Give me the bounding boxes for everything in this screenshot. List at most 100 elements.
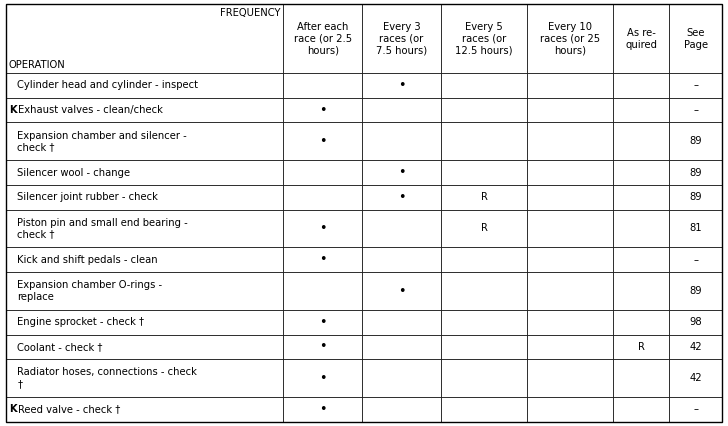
Text: Expansion chamber O-rings -
replace: Expansion chamber O-rings - replace [17,280,162,302]
Bar [362,98,441,122]
Bar [6,73,283,98]
Bar [441,272,527,310]
Bar [669,98,722,122]
Text: –: – [693,404,698,414]
Text: •: • [397,166,405,179]
Bar [669,122,722,160]
Bar [527,397,613,422]
Bar [613,73,669,98]
Bar [669,160,722,185]
Text: Reed valve - check †: Reed valve - check † [18,404,121,414]
Text: Silencer joint rubber - check: Silencer joint rubber - check [17,192,159,202]
Bar [613,310,669,334]
Text: Exhaust valves - clean/check: Exhaust valves - clean/check [18,105,163,115]
Text: Every 3
races (or
7.5 hours): Every 3 races (or 7.5 hours) [376,22,427,55]
Bar [527,4,613,73]
Text: 89: 89 [689,167,702,178]
Bar [362,4,441,73]
Bar [362,210,441,248]
Bar [362,310,441,334]
Text: 42: 42 [689,342,702,352]
Bar [283,334,362,359]
Bar [669,73,722,98]
Text: R: R [638,342,644,352]
Text: Radiator hoses, connections - check
†: Radiator hoses, connections - check † [17,367,197,389]
Text: •: • [397,191,405,204]
Text: –: – [693,255,698,265]
Bar [441,359,527,397]
Bar [441,334,527,359]
Bar [527,359,613,397]
Bar [613,334,669,359]
Text: Every 10
races (or 25
hours): Every 10 races (or 25 hours) [540,22,600,55]
Bar [362,397,441,422]
Bar [613,272,669,310]
Bar [362,185,441,210]
Bar [527,122,613,160]
Bar [6,185,283,210]
Text: OPERATION: OPERATION [9,60,66,70]
Text: See
Page: See Page [684,28,708,49]
Bar [362,122,441,160]
Text: Every 5
races (or
12.5 hours): Every 5 races (or 12.5 hours) [455,22,513,55]
Bar [362,248,441,272]
Bar [613,210,669,248]
Bar [283,359,362,397]
Bar [362,359,441,397]
Bar [6,4,283,73]
Bar [362,272,441,310]
Bar [527,185,613,210]
Text: Cylinder head and cylinder - inspect: Cylinder head and cylinder - inspect [17,81,199,90]
Text: Coolant - check †: Coolant - check † [17,342,103,352]
Bar [613,122,669,160]
Text: •: • [319,104,327,117]
Bar [669,248,722,272]
Bar [441,248,527,272]
Text: Engine sprocket - check †: Engine sprocket - check † [17,317,145,327]
Text: •: • [319,253,327,266]
Bar [6,210,283,248]
Bar [283,160,362,185]
Bar [441,98,527,122]
Text: Expansion chamber and silencer -
check †: Expansion chamber and silencer - check † [17,130,187,152]
Bar [613,359,669,397]
Bar [613,160,669,185]
Text: 89: 89 [689,192,702,202]
Bar [6,359,283,397]
Bar [6,248,283,272]
Text: •: • [319,316,327,329]
Text: K: K [9,404,16,414]
Bar [613,4,669,73]
Bar [283,4,362,73]
Bar [283,248,362,272]
Text: R: R [480,224,488,233]
Text: After each
race (or 2.5
hours): After each race (or 2.5 hours) [293,22,352,55]
Bar [527,73,613,98]
Bar [6,98,283,122]
Bar [441,4,527,73]
Bar [669,310,722,334]
Bar [283,272,362,310]
Text: FREQUENCY: FREQUENCY [220,8,280,17]
Bar [527,310,613,334]
Bar [6,334,283,359]
Bar [441,397,527,422]
Text: 81: 81 [689,224,702,233]
Text: 89: 89 [689,286,702,296]
Text: –: – [693,105,698,115]
Bar [613,98,669,122]
Text: •: • [397,285,405,297]
Bar [362,73,441,98]
Text: •: • [319,340,327,354]
Bar [283,185,362,210]
Bar [669,272,722,310]
Bar [6,160,283,185]
Text: 42: 42 [689,373,702,383]
Bar [613,397,669,422]
Bar [441,185,527,210]
Text: •: • [397,79,405,92]
Text: Silencer wool - change: Silencer wool - change [17,167,130,178]
Bar [527,334,613,359]
Bar [613,185,669,210]
Bar [441,310,527,334]
